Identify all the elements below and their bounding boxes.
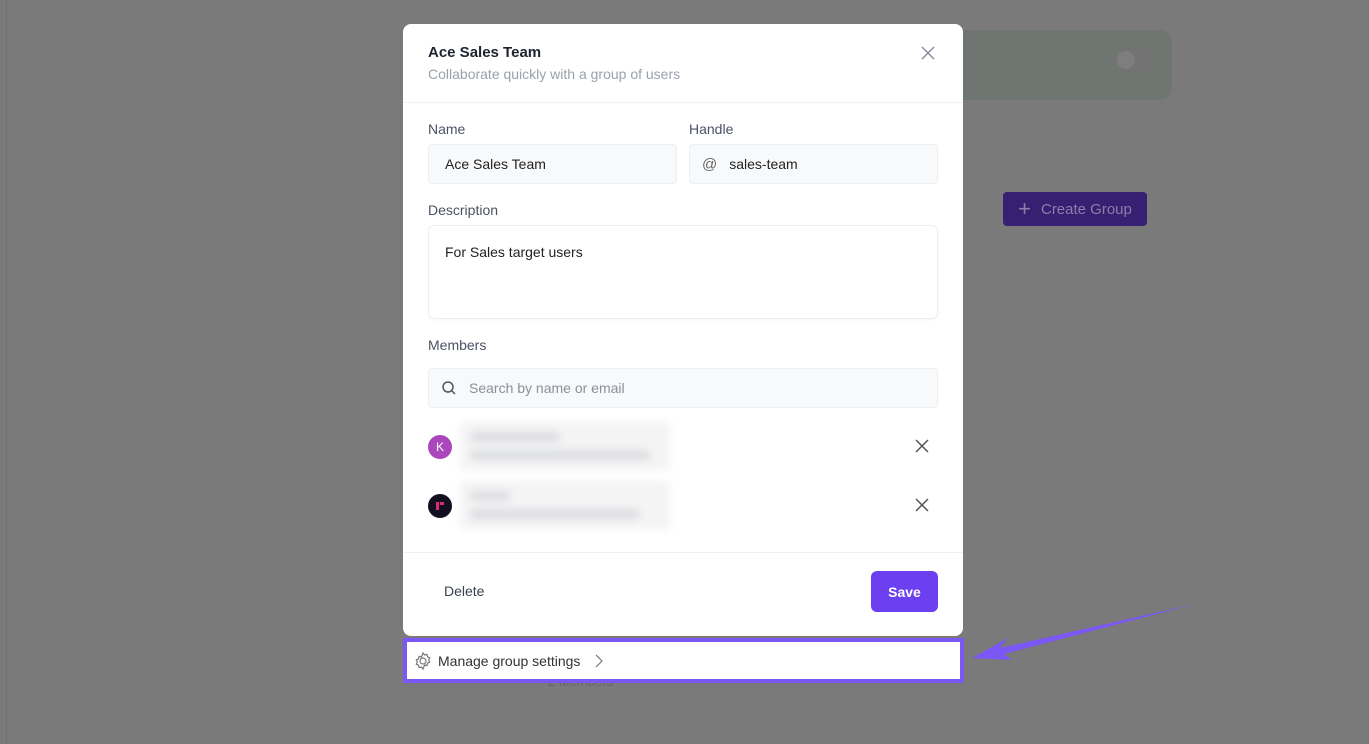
chevron-right-icon <box>596 654 604 667</box>
search-placeholder: Search by name or email <box>469 380 625 396</box>
members-label: Members <box>428 337 487 353</box>
member-row <box>428 481 938 531</box>
member-info-blurred <box>460 481 670 529</box>
group-modal: Ace Sales Team Collaborate quickly with … <box>403 24 963 636</box>
plus-icon: + <box>1018 196 1031 221</box>
member-search-input[interactable]: Search by name or email <box>428 368 938 408</box>
annotation-arrow-icon <box>972 604 1195 660</box>
avatar <box>428 494 452 518</box>
handle-label: Handle <box>689 121 734 137</box>
member-info-blurred <box>460 422 670 470</box>
remove-member-icon[interactable] <box>914 497 930 513</box>
name-input[interactable]: Ace Sales Team <box>428 144 677 184</box>
search-icon <box>442 381 456 395</box>
modal-subtitle: Collaborate quickly with a group of user… <box>428 66 681 82</box>
name-value: Ace Sales Team <box>445 156 546 172</box>
create-group-label: Create Group <box>1040 200 1132 218</box>
description-textarea[interactable]: For Sales target users <box>428 225 938 319</box>
description-value: For Sales target users <box>445 244 583 260</box>
at-icon: @ <box>702 155 718 173</box>
member-row: K <box>428 422 938 472</box>
save-button[interactable]: Save <box>871 571 938 612</box>
modal-footer: Delete Save <box>403 552 963 636</box>
manage-group-settings-label: Manage group settings <box>438 652 581 669</box>
avatar: K <box>428 435 452 459</box>
modal-title: Ace Sales Team <box>428 44 542 61</box>
company-logo-icon <box>436 502 444 510</box>
background-toggle <box>1114 48 1152 72</box>
handle-input[interactable]: @ sales-team <box>689 144 938 184</box>
create-group-button: + Create Group <box>1003 192 1147 226</box>
remove-member-icon[interactable] <box>914 438 930 454</box>
description-label: Description <box>428 202 499 218</box>
manage-group-settings-link[interactable]: Manage group settings <box>403 638 964 683</box>
modal-header: Ace Sales Team Collaborate quickly with … <box>403 24 963 103</box>
delete-button[interactable]: Delete <box>444 583 485 599</box>
name-label: Name <box>428 121 466 137</box>
close-icon[interactable] <box>919 44 937 62</box>
page-edge <box>6 0 7 744</box>
handle-value: sales-team <box>729 156 798 172</box>
gear-icon <box>415 651 431 670</box>
